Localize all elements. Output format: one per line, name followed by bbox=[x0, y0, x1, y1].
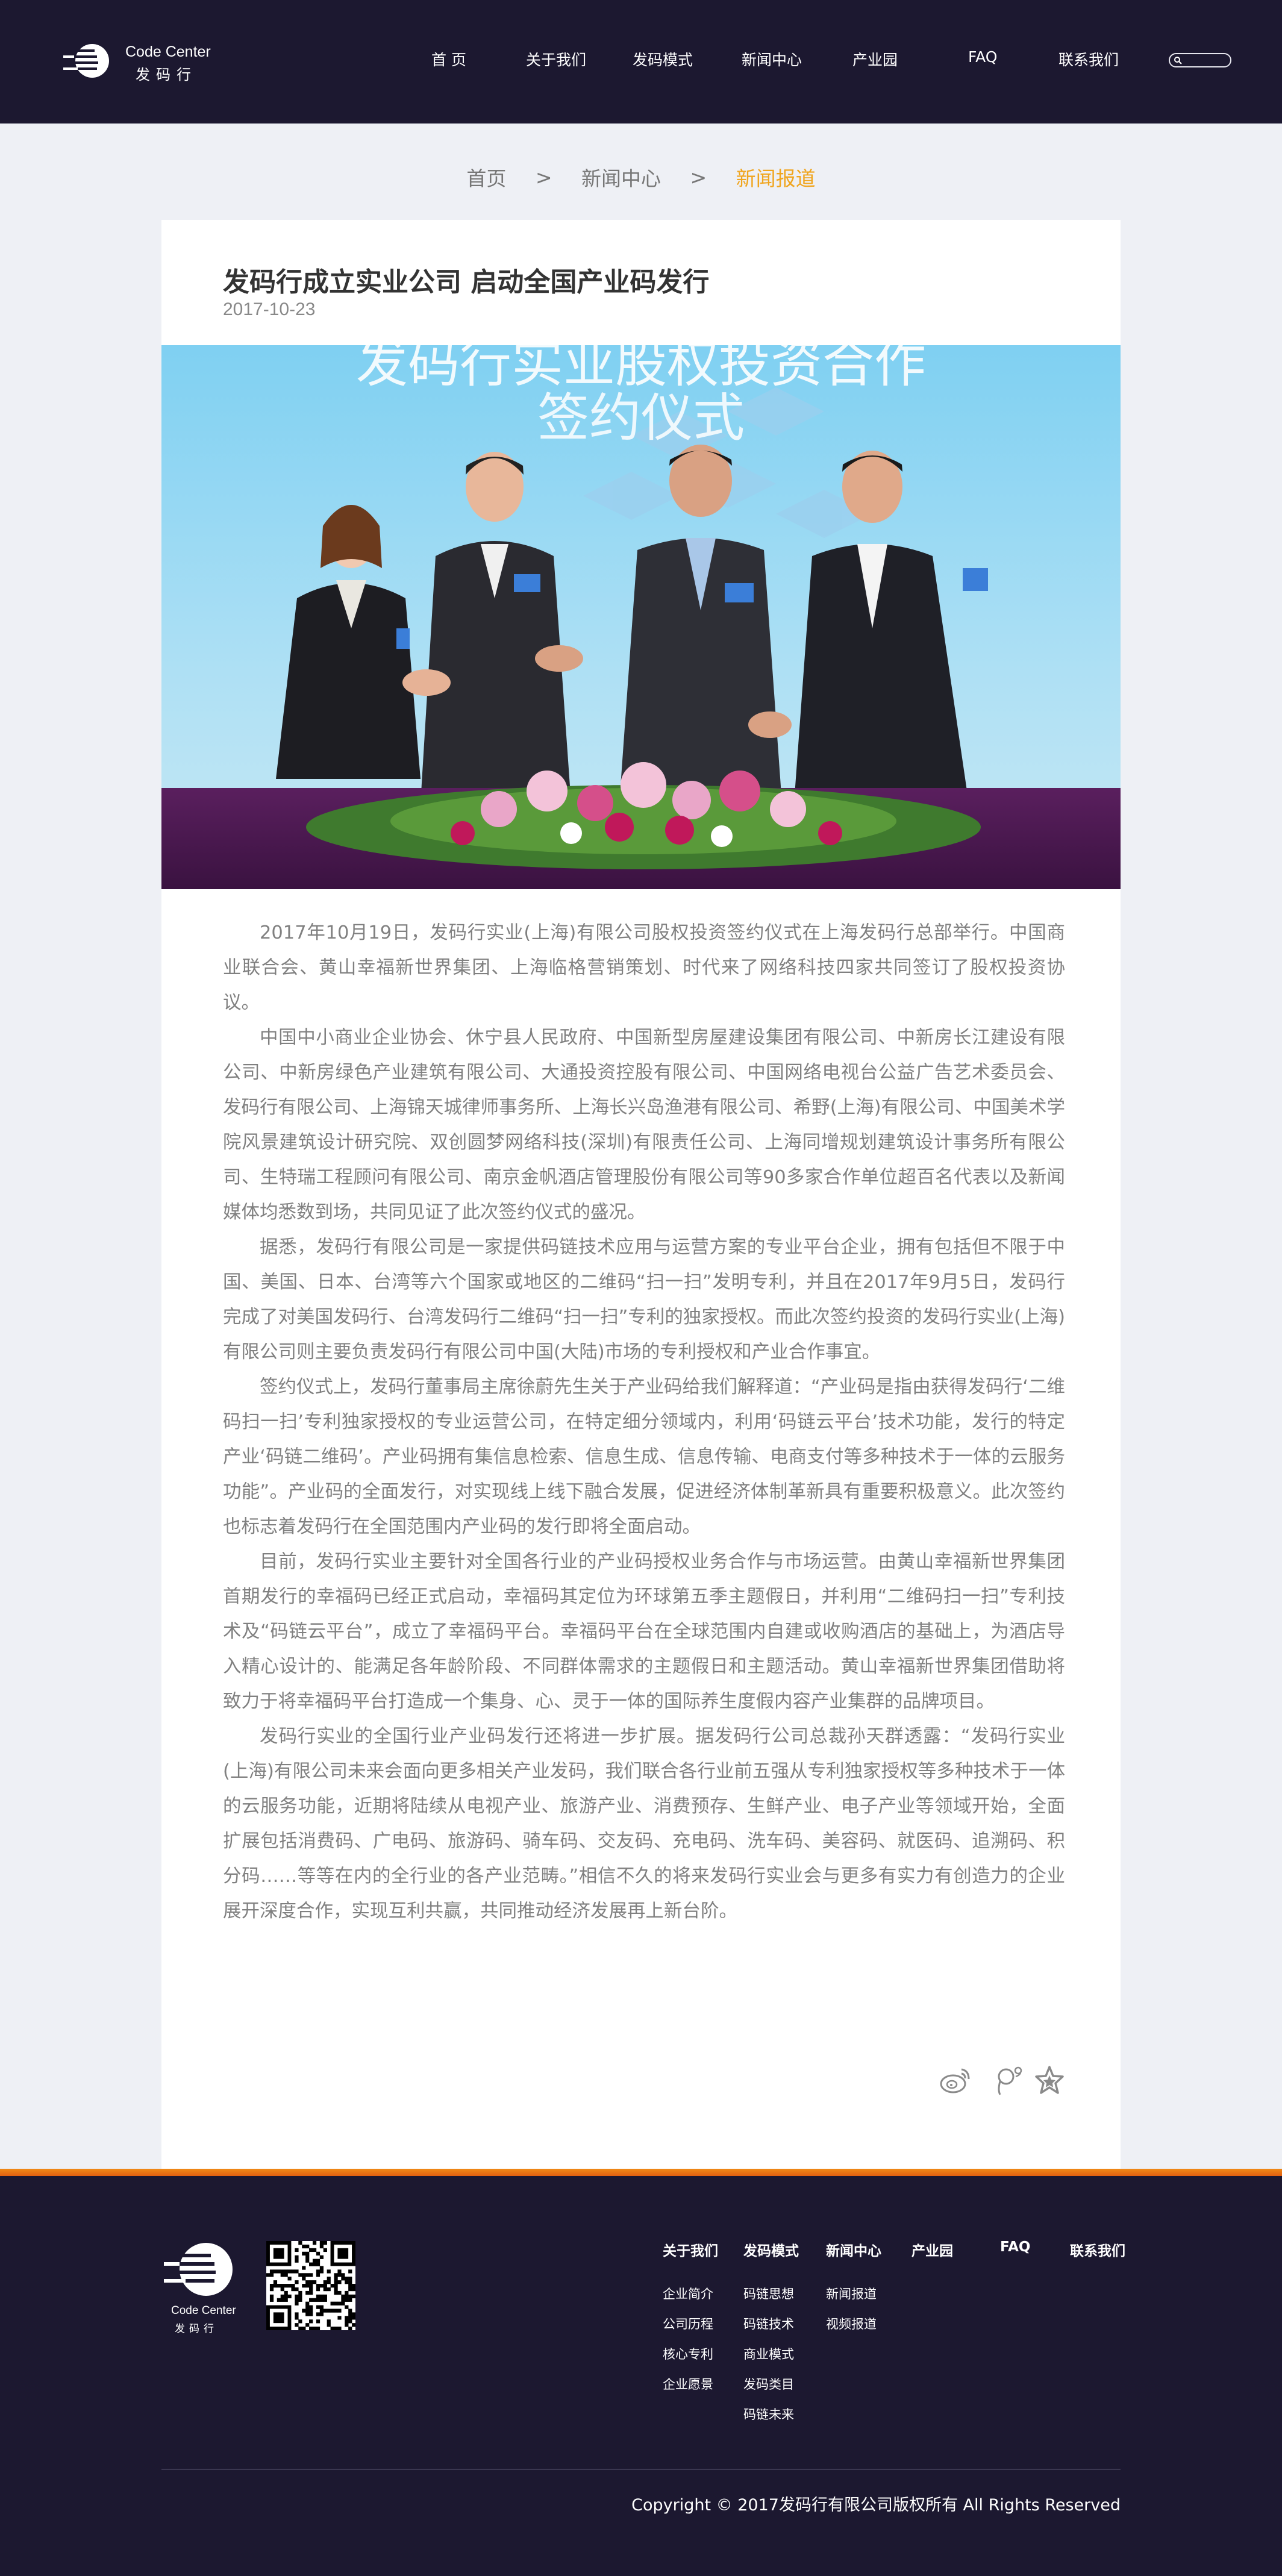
footer-logo-mark-icon bbox=[164, 2243, 233, 2296]
nav-industrial-park[interactable]: 产业园 bbox=[852, 51, 898, 69]
footer-col-contact: 联系我们 bbox=[1070, 2239, 1125, 2262]
people bbox=[276, 445, 988, 803]
footer-logo[interactable]: Code Center 发码行 bbox=[164, 2239, 239, 2336]
article-paragraph: 中国中小商业企业协会、休宁县人民政府、中国新型房屋建设集团有限公司、中新房长江建… bbox=[223, 1027, 1065, 1223]
site-footer: Code Center 发码行 关于我们 企业简介 公司历程 核心专利 企业愿景… bbox=[0, 2176, 1282, 2576]
logo-text-en: Code Center bbox=[125, 43, 211, 60]
footer-col-heading[interactable]: FAQ bbox=[1000, 2239, 1031, 2255]
article-date: 2017-10-23 bbox=[223, 299, 316, 319]
main-nav: 首 页 关于我们 发码模式 新闻中心 产业园 FAQ 联系我们 bbox=[0, 48, 1282, 72]
article-paragraph: 2017年10月19日，发码行实业(上海)有限公司股权投资签约仪式在上海发码行总… bbox=[223, 922, 1065, 1013]
breadcrumb-separator: > bbox=[690, 165, 707, 189]
article-paragraph: 发码行实业的全国行业产业码发行还将进一步扩展。据发码行公司总裁孙天群透露：“发码… bbox=[223, 1726, 1065, 1922]
footer-col-heading[interactable]: 联系我们 bbox=[1070, 2243, 1125, 2259]
footer-col-heading[interactable]: 发码模式 bbox=[743, 2243, 799, 2259]
footer-link[interactable]: 公司历程 bbox=[663, 2317, 713, 2331]
logo-text-cn: 发码行 bbox=[136, 66, 197, 83]
footer-divider bbox=[161, 2469, 1121, 2470]
favorite-star-icon[interactable] bbox=[1033, 2063, 1066, 2097]
article-paragraph: 据悉，发码行有限公司是一家提供码链技术应用与运营方案的专业平台企业，拥有包括但不… bbox=[223, 1237, 1065, 1363]
breadcrumb-home[interactable]: 首页 bbox=[466, 167, 507, 190]
site-header: Code Center 发码行 首 页 关于我们 发码模式 新闻中心 产业园 F… bbox=[0, 0, 1282, 123]
footer-link[interactable]: 商业模式 bbox=[743, 2347, 794, 2362]
article-paragraph: 签约仪式上，发码行董事局主席徐蔚先生关于产业码给我们解释道：“产业码是指由获得发… bbox=[223, 1377, 1065, 1537]
weibo-icon[interactable] bbox=[939, 2063, 972, 2097]
signing-ceremony-photo: 发码行实业股权投资合作 签约仪式 bbox=[161, 345, 1121, 889]
footer-col-park: 产业园 bbox=[911, 2239, 953, 2262]
breadcrumb-separator: > bbox=[535, 165, 552, 189]
footer-link[interactable]: 码链思想 bbox=[743, 2287, 794, 2301]
photo-banner-line2: 签约仪式 bbox=[537, 388, 745, 448]
flower-arrangement bbox=[306, 762, 981, 869]
footer-col-about: 关于我们 企业简介 公司历程 核心专利 企业愿景 bbox=[663, 2239, 718, 2399]
nav-contact[interactable]: 联系我们 bbox=[1058, 51, 1119, 69]
article-paragraph: 目前，发码行实业主要针对全国各行业的产业码授权业务合作与市场运营。由黄山幸福新世… bbox=[223, 1551, 1065, 1712]
footer-link[interactable]: 新闻报道 bbox=[826, 2287, 877, 2301]
footer-link[interactable]: 企业简介 bbox=[663, 2287, 713, 2301]
search-box[interactable] bbox=[1169, 53, 1231, 67]
article-photo: 发码行实业股权投资合作 签约仪式 bbox=[161, 345, 1121, 889]
copyright: Copyright © 2017发码行有限公司版权所有 All Rights R… bbox=[631, 2496, 1121, 2515]
photo-banner-line1: 发码行实业股权投资合作 bbox=[356, 345, 926, 394]
footer-col-faq: FAQ bbox=[1000, 2239, 1030, 2262]
tencent-weibo-icon[interactable] bbox=[992, 2063, 1025, 2097]
footer-link[interactable]: 企业愿景 bbox=[663, 2377, 713, 2392]
footer-link[interactable]: 码链技术 bbox=[743, 2317, 794, 2331]
footer-col-heading[interactable]: 关于我们 bbox=[663, 2243, 718, 2259]
nav-faq[interactable]: FAQ bbox=[968, 48, 998, 66]
nav-about[interactable]: 关于我们 bbox=[526, 51, 587, 69]
footer-link[interactable]: 视频报道 bbox=[826, 2317, 877, 2331]
site-logo[interactable]: Code Center 发码行 bbox=[63, 37, 226, 86]
logo-mark-icon bbox=[63, 44, 109, 78]
footer-col-heading[interactable]: 产业园 bbox=[911, 2243, 953, 2259]
footer-link[interactable]: 码链未来 bbox=[743, 2407, 794, 2422]
footer-accent-bar bbox=[0, 2169, 1282, 2176]
breadcrumb-current: 新闻报道 bbox=[736, 167, 816, 190]
nav-home[interactable]: 首 页 bbox=[431, 51, 466, 69]
footer-col-news: 新闻中心 新闻报道 视频报道 bbox=[826, 2239, 881, 2339]
qr-code-icon bbox=[266, 2241, 356, 2331]
footer-logo-text-en: Code Center bbox=[171, 2304, 236, 2317]
article-title: 发码行成立实业公司 启动全国产业码发行 bbox=[223, 267, 710, 298]
qr-code bbox=[266, 2241, 356, 2331]
nav-code-mode[interactable]: 发码模式 bbox=[633, 51, 693, 69]
footer-link[interactable]: 核心专利 bbox=[663, 2347, 713, 2362]
breadcrumb: 首页 > 新闻中心 > 新闻报道 bbox=[0, 163, 1282, 193]
breadcrumb-news-center[interactable]: 新闻中心 bbox=[581, 167, 661, 190]
search-icon[interactable] bbox=[1174, 56, 1182, 64]
footer-col-code-mode: 发码模式 码链思想 码链技术 商业模式 发码类目 码链未来 bbox=[743, 2239, 799, 2430]
article-body: 2017年10月19日，发码行实业(上海)有限公司股权投资签约仪式在上海发码行总… bbox=[223, 916, 1065, 1929]
footer-logo-text-cn: 发码行 bbox=[175, 2323, 218, 2335]
nav-news[interactable]: 新闻中心 bbox=[742, 51, 802, 69]
footer-link[interactable]: 发码类目 bbox=[743, 2377, 794, 2392]
article-card: 发码行成立实业公司 启动全国产业码发行 2017-10-23 bbox=[161, 220, 1121, 2169]
footer-col-heading[interactable]: 新闻中心 bbox=[826, 2243, 881, 2259]
